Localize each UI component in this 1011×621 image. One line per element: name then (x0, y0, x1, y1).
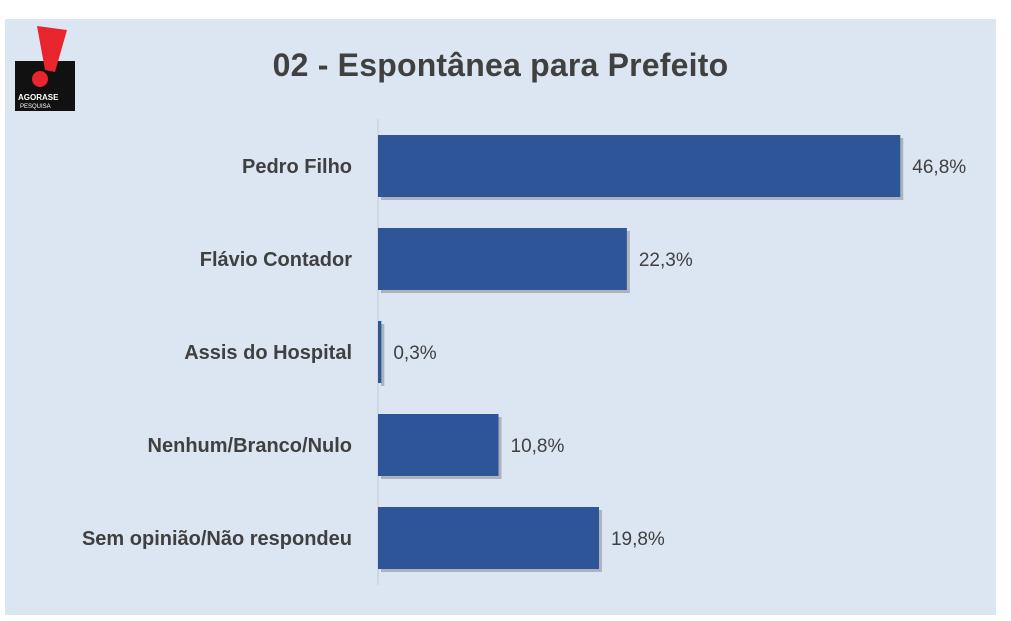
bar-chart: Pedro Filho 46,8% Flávio Contador 22,3% Assi… (82, 119, 966, 585)
bar (378, 507, 599, 569)
value-label: 19,8% (611, 529, 665, 550)
category-label: Nenhum/Branco/Nulo (148, 435, 352, 457)
value-label: 10,8% (511, 436, 565, 457)
bar-shadow (381, 324, 385, 386)
svg-text:AGORASE: AGORASE (18, 93, 59, 102)
category-label: Flávio Contador (200, 249, 352, 271)
bar (378, 414, 499, 476)
chart-title: 02 - Espontânea para Prefeito (272, 47, 729, 83)
category-label: Pedro Filho (242, 156, 352, 178)
bars-layer: Pedro Filho 46,8% Flávio Contador 22,3% Assi… (82, 135, 966, 572)
svg-text:PESQUISA: PESQUISA (20, 104, 51, 110)
agora-pesquisa-logo: AGORASE PESQUISA (15, 24, 75, 111)
category-label: Sem opinião/Não respondeu (82, 528, 352, 550)
value-label: 22,3% (639, 250, 693, 271)
bar (378, 228, 627, 290)
logo-graphic: AGORASE PESQUISA (15, 26, 75, 111)
value-label: 0,3% (393, 343, 436, 364)
value-label: 46,8% (912, 157, 966, 178)
bar (378, 135, 901, 197)
chart-panel: AGORASE PESQUISA 02 - Espontânea para Pr… (5, 19, 996, 615)
bar (378, 321, 382, 383)
category-label: Assis do Hospital (184, 342, 352, 364)
